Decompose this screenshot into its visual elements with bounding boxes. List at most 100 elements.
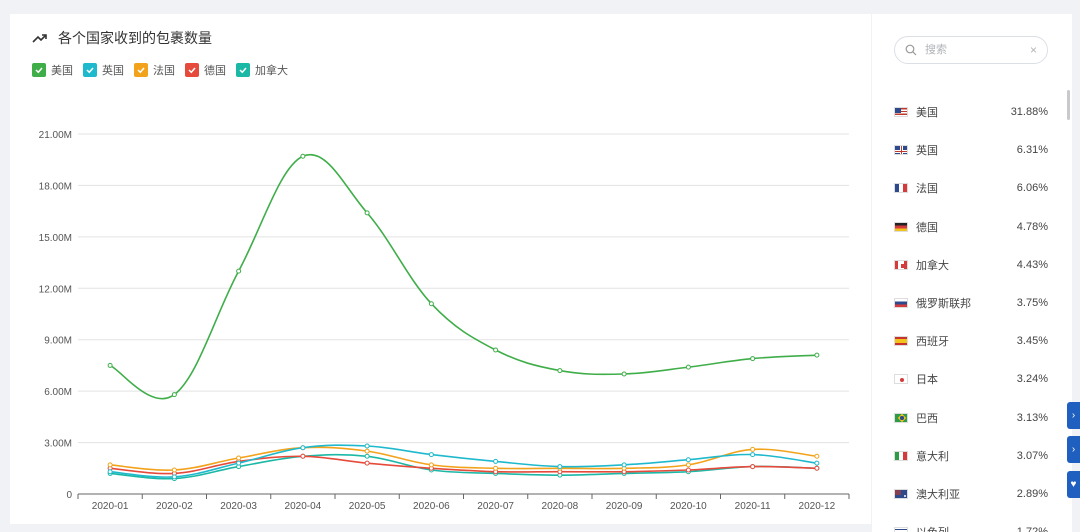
country-row[interactable]: 法国 6.06% xyxy=(872,169,1072,207)
country-percent: 1.72% xyxy=(1017,526,1048,532)
float-button-1[interactable]: › xyxy=(1067,402,1080,429)
country-name: 西班牙 xyxy=(916,336,949,349)
series-line xyxy=(110,446,817,471)
country-row[interactable]: 西班牙 3.45% xyxy=(872,322,1072,360)
country-row[interactable]: 德国 4.78% xyxy=(872,208,1072,246)
data-point xyxy=(750,446,756,452)
y-tick-label: 3.00M xyxy=(44,439,72,450)
data-point xyxy=(750,464,756,470)
data-point xyxy=(236,455,242,461)
country-percent: 2.89% xyxy=(1016,487,1048,500)
x-tick-label: 2020-06 xyxy=(413,501,450,512)
flag-es-icon xyxy=(894,336,908,347)
country-row[interactable]: 巴西 3.13% xyxy=(872,399,1072,437)
heart-icon: ♥ xyxy=(1070,479,1077,490)
float-button-3[interactable]: ♥ xyxy=(1067,471,1080,498)
country-row[interactable]: 英国 6.31% xyxy=(872,131,1072,169)
country-row[interactable]: 俄罗斯联邦 3.75% xyxy=(872,284,1072,322)
data-point xyxy=(685,467,691,473)
search-box[interactable]: × xyxy=(894,36,1048,64)
trending-up-icon xyxy=(32,34,47,43)
flag-jp-icon xyxy=(894,374,908,385)
country-name: 法国 xyxy=(916,183,938,196)
series-line xyxy=(110,453,817,480)
country-sidebar: × 美国 31.88% 英国 6.31% 法国 6.06% 德国 4.78% 加拿大 4.43% 俄… xyxy=(872,14,1072,532)
data-point xyxy=(300,453,306,459)
flag-ru-icon xyxy=(894,298,908,309)
country-percent: 3.07% xyxy=(1016,449,1048,462)
flag-it-icon xyxy=(894,450,908,461)
country-name: 日本 xyxy=(916,374,938,387)
country-name: 澳大利亚 xyxy=(916,488,960,501)
data-point xyxy=(428,452,434,458)
legend-item[interactable]: 美国 xyxy=(32,62,73,78)
data-point xyxy=(364,210,370,216)
legend-label: 英国 xyxy=(102,65,124,77)
data-point xyxy=(685,462,691,468)
legend-label: 加拿大 xyxy=(255,65,288,77)
country-percent: 4.78% xyxy=(1016,220,1048,233)
check-icon xyxy=(236,63,250,77)
legend-item[interactable]: 德国 xyxy=(185,62,226,78)
data-point xyxy=(493,347,499,353)
data-point xyxy=(557,368,563,374)
x-tick-label: 2020-01 xyxy=(92,501,129,512)
country-percent: 6.31% xyxy=(1016,144,1048,157)
flag-br-icon xyxy=(894,412,908,423)
country-row[interactable]: 意大利 3.07% xyxy=(872,437,1072,475)
data-point xyxy=(364,448,370,454)
series-line xyxy=(109,153,817,400)
data-point xyxy=(493,458,499,464)
x-tick-label: 2020-05 xyxy=(349,501,386,512)
y-tick-label: 21.00M xyxy=(39,130,72,141)
scrollbar[interactable] xyxy=(1067,90,1070,120)
country-name: 英国 xyxy=(916,145,938,158)
float-button-2[interactable]: › xyxy=(1067,436,1080,463)
data-point xyxy=(750,452,756,458)
search-input[interactable] xyxy=(923,43,1030,57)
legend-item[interactable]: 英国 xyxy=(83,62,124,78)
y-tick-label: 15.00M xyxy=(39,233,72,244)
legend-item[interactable]: 法国 xyxy=(134,62,175,78)
flag-gb-icon xyxy=(894,145,908,156)
check-icon xyxy=(32,63,46,77)
chart-header: 各个国家收到的包裹数量 xyxy=(32,28,212,48)
flag-il-icon xyxy=(894,527,908,532)
country-list: 美国 31.88% 英国 6.31% 法国 6.06% 德国 4.78% 加拿大 4.43% 俄罗斯… xyxy=(872,93,1072,532)
data-point xyxy=(685,457,691,463)
country-row[interactable]: 澳大利亚 2.89% xyxy=(872,475,1072,513)
data-point xyxy=(300,445,306,451)
country-row[interactable]: 加拿大 4.43% xyxy=(872,246,1072,284)
chart-card: 各个国家收到的包裹数量 美国 英国 法国 德国 加拿大 0 3.00M 6.00M 9.00M… xyxy=(10,14,871,524)
country-row[interactable]: 以色列1.72% xyxy=(872,513,1072,532)
flag-ca-icon xyxy=(894,259,908,270)
country-name: 以色列 xyxy=(916,524,1017,532)
data-point xyxy=(685,364,691,370)
check-icon xyxy=(185,63,199,77)
data-point xyxy=(814,352,820,358)
flag-us-icon xyxy=(894,107,908,118)
country-row[interactable]: 日本 3.24% xyxy=(872,360,1072,398)
x-tick-label: 2020-02 xyxy=(156,501,193,512)
country-percent: 3.45% xyxy=(1016,335,1048,348)
country-row[interactable]: 美国 31.88% xyxy=(872,93,1072,131)
y-tick-label: 18.00M xyxy=(39,181,72,192)
data-point xyxy=(814,465,820,471)
series-line xyxy=(110,444,817,478)
x-tick-label: 2020-07 xyxy=(477,501,514,512)
series-line xyxy=(110,455,817,475)
x-tick-label: 2020-11 xyxy=(735,501,771,512)
legend-item[interactable]: 加拿大 xyxy=(236,62,288,78)
data-point xyxy=(364,453,370,459)
legend-label: 美国 xyxy=(51,65,73,77)
flag-au-icon xyxy=(894,488,908,499)
chart-title: 各个国家收到的包裹数量 xyxy=(58,30,212,46)
data-point xyxy=(107,469,113,475)
country-percent: 3.75% xyxy=(1016,297,1048,310)
y-tick-label: 9.00M xyxy=(44,336,72,347)
data-point xyxy=(364,443,370,449)
clear-icon[interactable]: × xyxy=(1029,43,1037,57)
data-point xyxy=(428,462,434,468)
chart-legend: 美国 英国 法国 德国 加拿大 xyxy=(32,62,298,78)
data-point xyxy=(171,392,177,398)
